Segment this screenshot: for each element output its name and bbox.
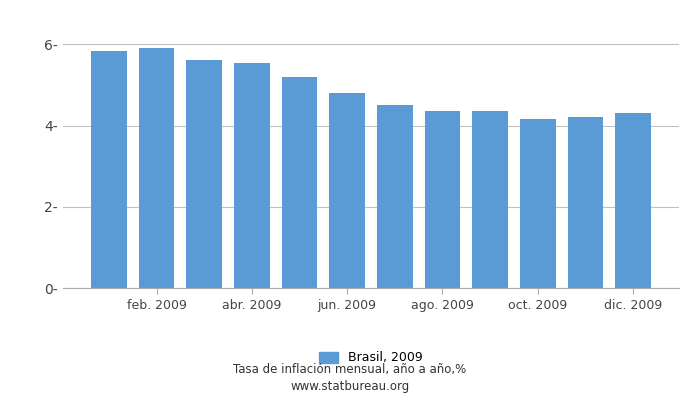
Bar bbox=[329, 93, 365, 288]
Text: www.statbureau.org: www.statbureau.org bbox=[290, 380, 410, 393]
Legend: Brasil, 2009: Brasil, 2009 bbox=[319, 352, 423, 364]
Bar bbox=[234, 63, 270, 288]
Bar bbox=[91, 51, 127, 288]
Bar bbox=[568, 116, 603, 288]
Bar bbox=[186, 60, 222, 288]
Text: Tasa de inflación mensual, año a año,%: Tasa de inflación mensual, año a año,% bbox=[233, 364, 467, 376]
Bar bbox=[520, 118, 556, 288]
Bar bbox=[281, 77, 317, 288]
Bar bbox=[473, 111, 508, 288]
Bar bbox=[425, 111, 461, 288]
Bar bbox=[377, 105, 413, 288]
Bar bbox=[139, 48, 174, 288]
Bar bbox=[615, 113, 651, 288]
